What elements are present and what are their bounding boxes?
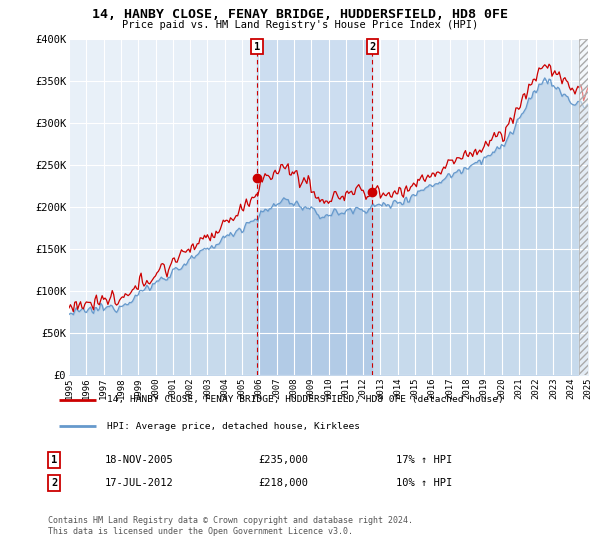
Text: £218,000: £218,000 bbox=[258, 478, 308, 488]
Text: 2: 2 bbox=[51, 478, 57, 488]
Bar bbox=[257, 39, 373, 375]
Text: 1: 1 bbox=[51, 455, 57, 465]
Text: 17% ↑ HPI: 17% ↑ HPI bbox=[396, 455, 452, 465]
Text: £235,000: £235,000 bbox=[258, 455, 308, 465]
Text: 14, HANBY CLOSE, FENAY BRIDGE, HUDDERSFIELD, HD8 0FE (detached house): 14, HANBY CLOSE, FENAY BRIDGE, HUDDERSFI… bbox=[107, 395, 503, 404]
Text: This data is licensed under the Open Government Licence v3.0.: This data is licensed under the Open Gov… bbox=[48, 528, 353, 536]
Text: 14, HANBY CLOSE, FENAY BRIDGE, HUDDERSFIELD, HD8 0FE: 14, HANBY CLOSE, FENAY BRIDGE, HUDDERSFI… bbox=[92, 8, 508, 21]
Text: Contains HM Land Registry data © Crown copyright and database right 2024.: Contains HM Land Registry data © Crown c… bbox=[48, 516, 413, 525]
Text: Price paid vs. HM Land Registry's House Price Index (HPI): Price paid vs. HM Land Registry's House … bbox=[122, 20, 478, 30]
Text: HPI: Average price, detached house, Kirklees: HPI: Average price, detached house, Kirk… bbox=[107, 422, 360, 431]
Text: 2: 2 bbox=[370, 42, 376, 52]
Text: 17-JUL-2012: 17-JUL-2012 bbox=[105, 478, 174, 488]
Text: 1: 1 bbox=[254, 42, 260, 52]
Text: 18-NOV-2005: 18-NOV-2005 bbox=[105, 455, 174, 465]
Text: 10% ↑ HPI: 10% ↑ HPI bbox=[396, 478, 452, 488]
